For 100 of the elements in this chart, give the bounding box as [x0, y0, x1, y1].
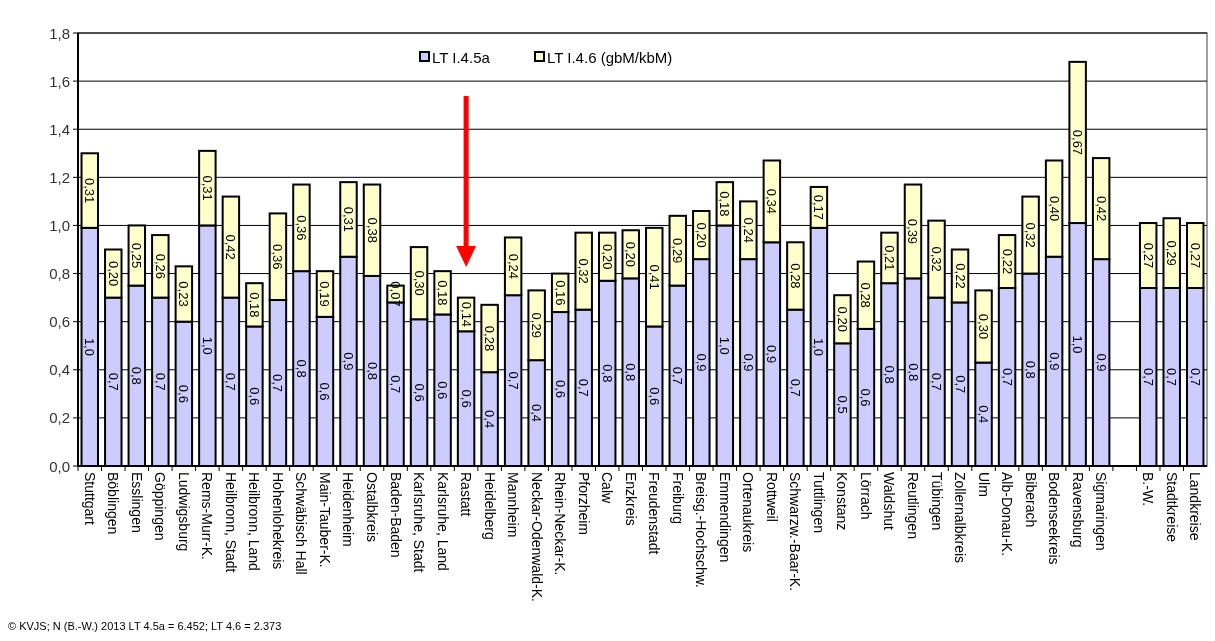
x-tick-label: Ulm — [975, 472, 992, 497]
y-tick-label: 1,6 — [49, 72, 70, 90]
y-tick-label: 1,2 — [49, 168, 70, 186]
data-label: 0,32 — [1023, 222, 1039, 248]
data-label: 0,30 — [976, 313, 992, 340]
data-label: 0,8 — [364, 361, 380, 381]
data-label: 0,7 — [1140, 367, 1156, 387]
x-tick-label: Alb-Donau-K. — [999, 472, 1016, 557]
data-label: 0,7 — [952, 375, 968, 394]
data-label: 0,28 — [858, 282, 874, 308]
data-label: 0,18 — [435, 280, 451, 306]
data-label: 0,7 — [670, 366, 686, 385]
data-label: 1,0 — [811, 337, 827, 356]
x-tick-label: B.-W. — [1140, 472, 1157, 507]
x-tick-label: Böblingen — [105, 472, 122, 535]
x-tick-label: Rastatt — [458, 472, 475, 517]
y-tick-label: 0,2 — [49, 409, 70, 427]
data-label: 0,6 — [246, 387, 262, 406]
x-tick-label: Freudenstadt — [646, 472, 663, 555]
x-tick-label: Stuttgart — [81, 472, 98, 526]
data-label: 0,24 — [740, 217, 756, 243]
data-label: 0,8 — [599, 364, 615, 383]
data-label: 0,31 — [340, 206, 356, 233]
data-label: 0,30 — [411, 270, 427, 296]
data-label: 0,8 — [905, 363, 921, 382]
data-label: 0,20 — [105, 260, 121, 287]
x-tick-label: Emmendingen — [716, 472, 733, 563]
data-label: 0,6 — [435, 381, 451, 400]
text: © KVJS; N (B.-W.) 2013 LT 4.5a = 6.452; LT 4.6 = 2.373 — [8, 620, 282, 632]
x-tick-label: Ludwigsburg — [175, 472, 192, 552]
data-label: 0,18 — [717, 191, 733, 217]
data-label: 0,7 — [505, 371, 521, 390]
data-label: 0,38 — [364, 217, 380, 243]
x-tick-label: Rhein-Neckar-K. — [552, 472, 569, 576]
data-label: 0,32 — [929, 246, 945, 272]
x-tick-label: Schwäbisch Hall — [293, 472, 310, 575]
data-label: 0,34 — [764, 188, 780, 215]
data-label: 0,23 — [176, 281, 192, 307]
data-label: 0,21 — [881, 245, 897, 271]
data-label: 0,20 — [623, 241, 639, 267]
y-tick-label: 1,0 — [49, 216, 70, 234]
data-label: 0,4 — [482, 410, 498, 429]
data-label: 0,7 — [1187, 367, 1203, 387]
data-label: 0,7 — [1164, 367, 1180, 387]
data-label: 0,6 — [176, 384, 192, 403]
data-label: 0,25 — [129, 242, 145, 269]
data-label: 0,29 — [529, 312, 545, 338]
data-label: 0,14 — [458, 301, 474, 328]
x-tick-label: Konstanz — [834, 472, 851, 531]
x-tick-label: Biberach — [1022, 472, 1039, 528]
data-label: 0,6 — [646, 387, 662, 406]
data-label: 0,42 — [1093, 195, 1109, 222]
y-tick-label: 0,6 — [49, 313, 70, 331]
data-label: 0,7 — [929, 372, 945, 391]
data-label: 0,9 — [1046, 352, 1062, 371]
data-label: 0,8 — [129, 366, 145, 385]
data-label: 0,20 — [599, 244, 615, 270]
data-label: 0,29 — [1164, 240, 1180, 266]
x-tick-label: Ortenaukreis — [740, 472, 757, 553]
x-tick-label: Heilbronn, Land — [246, 472, 263, 571]
data-label: 0,4 — [529, 404, 545, 423]
x-tick-label: Main-Tauber-K. — [316, 472, 333, 568]
data-label: 0,6 — [552, 379, 568, 399]
data-label: 0,16 — [552, 280, 568, 306]
data-label: 1,0 — [199, 336, 215, 355]
data-label: 0,9 — [764, 345, 780, 364]
data-label: 0,7 — [270, 373, 286, 393]
data-label: 0,20 — [834, 306, 850, 332]
data-label: 0,6 — [858, 388, 874, 407]
data-label: 0,7 — [152, 372, 168, 391]
x-tick-label: Rottweil — [763, 472, 780, 522]
x-tick-label: Heilbronn, Stadt — [222, 472, 239, 573]
x-tick-label: Sigmaringen — [1093, 472, 1110, 551]
y-tick-label: 0,4 — [49, 361, 70, 379]
y-tick-label: 0,0 — [49, 457, 70, 475]
data-label: 0,4 — [976, 405, 992, 424]
data-label: 0,6 — [317, 382, 333, 401]
x-tick-label: Lörrach — [857, 472, 874, 520]
legend-label: LT I.4.5a — [432, 48, 491, 66]
x-tick-label: Stadtkreise — [1163, 472, 1180, 543]
legend-label: LT I.4.6 (gbM/kbM) — [547, 48, 673, 66]
data-label: 0,39 — [905, 218, 921, 245]
x-tick-label: Schwarzw.-Baar-K. — [787, 472, 804, 592]
x-tick-label: Breisg.-Hochschw. — [693, 472, 710, 588]
x-tick-label: Zollernalbkreis — [952, 472, 969, 564]
data-label: 0,8 — [1023, 360, 1039, 379]
data-label: 0,42 — [223, 234, 239, 260]
data-label: 0,24 — [505, 253, 521, 279]
data-label: 0,18 — [246, 292, 262, 318]
data-label: 0,27 — [1140, 242, 1156, 269]
x-tick-label: Ravensburg — [1069, 472, 1086, 548]
data-label: 0,7 — [999, 367, 1015, 387]
data-label: 0,7 — [223, 372, 239, 391]
data-label: 1,0 — [1070, 335, 1086, 354]
data-label: 1,0 — [82, 337, 98, 356]
x-tick-label: Heidenheim — [340, 472, 357, 547]
x-tick-label: Tuttlingen — [810, 472, 827, 533]
y-tick-label: 1,4 — [49, 120, 70, 138]
x-tick-label: Landkreise — [1187, 472, 1204, 541]
x-tick-label: Baden-Baden — [387, 472, 404, 558]
